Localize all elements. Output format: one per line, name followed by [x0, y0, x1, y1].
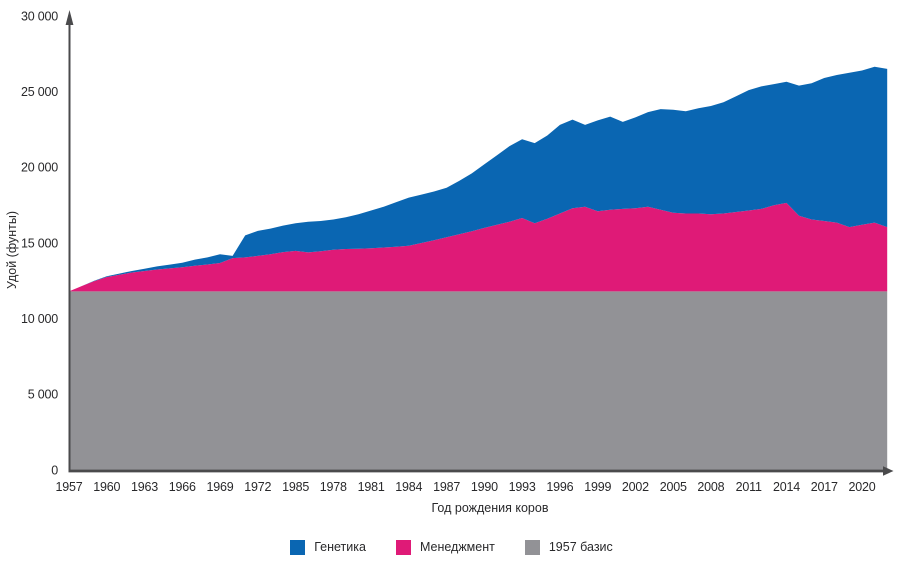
area-management: [69, 202, 888, 292]
legend-swatch-genetics: [290, 539, 306, 555]
legend-item-management: Менеджмент: [395, 539, 495, 555]
legend-label-genetics: Генетика: [314, 540, 366, 554]
x-tick-label: 1978: [320, 480, 347, 494]
y-tick-label: 10 000: [21, 312, 58, 326]
x-tick-label: 1993: [509, 480, 536, 494]
y-tick-label: 25 000: [21, 85, 58, 99]
x-tick-label: 2011: [736, 480, 762, 494]
legend-item-genetics: Генетика: [290, 539, 366, 555]
y-axis-arrow-icon: [65, 10, 74, 25]
y-tick-label: 0: [51, 463, 58, 477]
legend-label-management: Менеджмент: [419, 540, 495, 554]
legend: Генетика Менеджмент 1957 базис: [0, 538, 903, 556]
x-tick-label: 1960: [93, 480, 120, 494]
x-tick-label: 1969: [206, 480, 233, 494]
x-tick-label: 1999: [584, 480, 611, 494]
tick-labels: 1957 1960 1963 1966 1969 1972 1985 1978 1981 1984…: [21, 9, 876, 494]
axes: [65, 10, 894, 476]
x-tick-label: 2017: [811, 480, 838, 494]
x-tick-label: 2005: [660, 480, 687, 494]
stacked-areas: [69, 66, 888, 470]
y-tick-label: 20 000: [21, 161, 58, 175]
legend-swatch-management: [395, 539, 411, 555]
y-tick-label: 30 000: [21, 9, 58, 23]
legend-item-base-1957: 1957 базис: [524, 539, 613, 555]
x-tick-label: 1981: [358, 480, 385, 494]
y-tick-label: 15 000: [21, 236, 58, 250]
x-tick-label: 1966: [169, 480, 196, 494]
x-tick-label: 1972: [244, 480, 271, 494]
x-axis-arrow-icon: [883, 466, 894, 476]
legend-swatch-base-1957: [524, 539, 540, 555]
legend-label-base-1957: 1957 базис: [548, 540, 613, 554]
x-tick-label: 1984: [395, 480, 422, 494]
x-tick-label: 2020: [848, 480, 875, 494]
x-tick-label: 2008: [697, 480, 724, 494]
x-tick-label: 1985: [282, 480, 309, 494]
area-base-1957: [69, 291, 888, 470]
y-tick-label: 5 000: [28, 388, 59, 402]
x-tick-label: 1996: [546, 480, 573, 494]
x-tick-label: 1957: [55, 480, 82, 494]
x-tick-label: 1990: [471, 480, 498, 494]
y-axis-title: Удой (фунты): [5, 211, 19, 289]
x-axis-title: Год рождения коров: [432, 501, 549, 515]
x-tick-label: 1987: [433, 480, 460, 494]
x-tick-label: 2002: [622, 480, 649, 494]
area-genetics: [69, 66, 888, 292]
x-tick-label: 2014: [773, 480, 800, 494]
x-tick-label: 1963: [131, 480, 158, 494]
